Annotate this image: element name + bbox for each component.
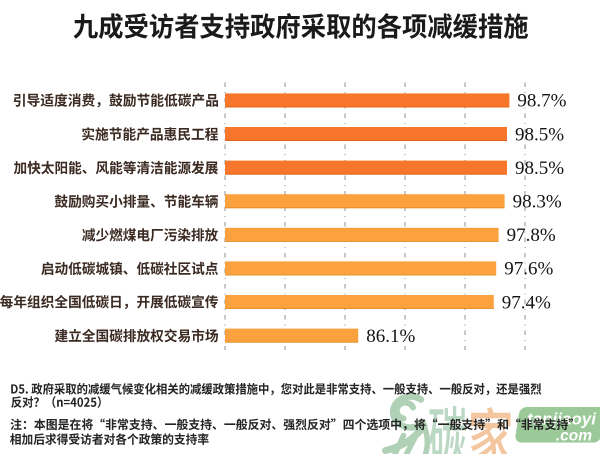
svg-text:98.5%: 98.5% xyxy=(515,158,564,179)
svg-text:97.4%: 97.4% xyxy=(502,292,551,313)
svg-text:86.1%: 86.1% xyxy=(366,326,415,347)
svg-text:tanjiaoyi: tanjiaoyi xyxy=(527,410,597,429)
svg-text:98.5%: 98.5% xyxy=(515,124,564,145)
svg-text:97.8%: 97.8% xyxy=(507,225,556,246)
svg-text:98.3%: 98.3% xyxy=(513,192,562,213)
svg-text:.com: .com xyxy=(556,428,592,445)
svg-text:98.7%: 98.7% xyxy=(517,91,566,112)
svg-text:97.6%: 97.6% xyxy=(504,259,553,280)
